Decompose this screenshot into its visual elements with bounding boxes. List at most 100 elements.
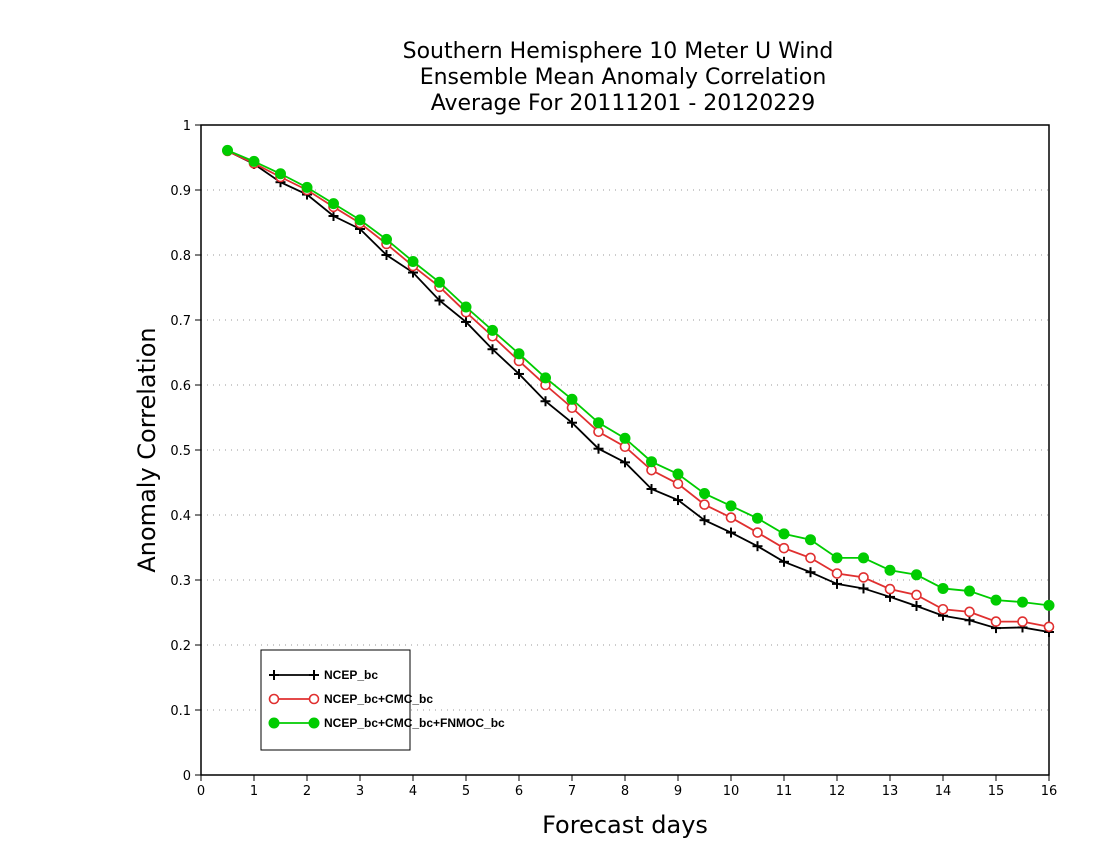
data-point bbox=[911, 569, 922, 581]
data-point bbox=[752, 527, 763, 538]
data-point bbox=[779, 556, 789, 567]
data-point bbox=[381, 250, 392, 260]
data-point bbox=[540, 372, 551, 384]
data-point bbox=[884, 564, 896, 576]
data-point bbox=[805, 552, 816, 564]
data-point bbox=[646, 484, 657, 494]
data-point bbox=[513, 348, 525, 360]
data-point bbox=[328, 198, 339, 210]
x-tick-label: 4 bbox=[409, 784, 417, 799]
y-tick-label: 0.6 bbox=[170, 379, 191, 394]
data-point bbox=[964, 585, 975, 597]
data-point bbox=[964, 606, 975, 618]
data-point bbox=[275, 168, 286, 180]
data-point bbox=[937, 582, 949, 594]
y-tick-label: 0.5 bbox=[170, 444, 191, 459]
data-point bbox=[858, 583, 869, 594]
series-0 bbox=[222, 146, 1054, 637]
data-point bbox=[434, 295, 445, 306]
data-point bbox=[1017, 596, 1028, 608]
x-axis-label: Forecast days bbox=[542, 811, 708, 839]
data-point bbox=[699, 515, 710, 526]
data-point bbox=[858, 552, 869, 564]
data-point bbox=[593, 417, 604, 429]
series-line bbox=[227, 150, 1050, 633]
y-tick-label: 0.4 bbox=[170, 509, 191, 524]
legend-entry: NCEP_bc bbox=[269, 668, 378, 682]
legend-label: NCEP_bc bbox=[324, 668, 378, 682]
data-point bbox=[752, 541, 763, 552]
data-point bbox=[460, 301, 472, 313]
x-tick-label: 2 bbox=[303, 784, 311, 799]
data-point bbox=[725, 500, 737, 512]
data-point bbox=[1043, 621, 1055, 633]
data-point bbox=[434, 276, 445, 288]
data-point bbox=[672, 478, 684, 490]
data-point bbox=[831, 568, 843, 579]
legend-box bbox=[260, 649, 411, 751]
legend-marker bbox=[308, 693, 320, 705]
x-tick-label: 13 bbox=[882, 784, 899, 799]
data-point bbox=[593, 426, 604, 438]
data-point bbox=[990, 616, 1002, 627]
x-tick-label: 11 bbox=[776, 784, 793, 799]
data-point bbox=[566, 393, 578, 405]
x-tick-label: 5 bbox=[462, 784, 470, 799]
y-tick-label: 0.7 bbox=[170, 314, 191, 329]
legend-marker bbox=[308, 717, 320, 729]
data-point bbox=[673, 495, 683, 506]
series-line bbox=[227, 150, 1050, 628]
data-point bbox=[354, 214, 366, 226]
data-point bbox=[1017, 616, 1028, 627]
data-point bbox=[222, 144, 233, 156]
legend-marker bbox=[309, 670, 319, 680]
data-point bbox=[248, 155, 260, 167]
series-1 bbox=[222, 145, 1055, 633]
data-point bbox=[699, 488, 710, 500]
data-point bbox=[831, 552, 843, 564]
y-tick-label: 1 bbox=[183, 119, 191, 134]
data-point bbox=[619, 432, 631, 444]
x-tick-label: 1 bbox=[250, 784, 258, 799]
x-tick-label: 14 bbox=[935, 784, 952, 799]
data-point bbox=[620, 457, 630, 468]
legend-entry: NCEP_bc+CMC_bc+FNMOC_bc bbox=[268, 716, 505, 730]
data-point bbox=[937, 603, 949, 615]
data-point bbox=[778, 542, 790, 554]
legend-marker bbox=[269, 670, 279, 680]
data-point bbox=[699, 499, 710, 510]
legend: NCEP_bc NCEP_bc+CMC_bc NCEP_bc+CMC_bc+FNMO… bbox=[260, 649, 505, 751]
x-tick-label: 8 bbox=[621, 784, 629, 799]
x-tick-label: 0 bbox=[197, 784, 205, 799]
y-tick-label: 0.1 bbox=[170, 704, 191, 719]
x-tick-label: 12 bbox=[829, 784, 846, 799]
series-2 bbox=[222, 144, 1055, 611]
data-point bbox=[567, 417, 577, 428]
legend-label: NCEP_bc+CMC_bc bbox=[324, 692, 433, 706]
data-point bbox=[858, 572, 869, 583]
data-point bbox=[990, 594, 1002, 606]
data-point bbox=[540, 396, 551, 407]
series-layer bbox=[222, 144, 1055, 637]
x-axis: 0 1 2 3 4 5 6 7 8 9 10 11 12 13 14 15 16 bbox=[197, 775, 1057, 799]
data-point bbox=[805, 534, 816, 546]
data-point bbox=[381, 233, 392, 245]
data-point bbox=[778, 528, 790, 540]
data-point bbox=[672, 468, 684, 480]
data-point bbox=[407, 256, 419, 267]
data-point bbox=[752, 512, 763, 524]
data-point bbox=[805, 567, 816, 578]
data-point bbox=[725, 512, 737, 523]
data-point bbox=[911, 589, 922, 601]
chart-title-line-3: Average For 20111201 - 20120229 bbox=[431, 91, 816, 116]
legend-entry: NCEP_bc+CMC_bc bbox=[268, 692, 433, 706]
y-tick-label: 0.9 bbox=[170, 184, 191, 199]
chart-title-line-1: Southern Hemisphere 10 Meter U Wind bbox=[403, 39, 834, 64]
data-point bbox=[832, 578, 842, 589]
chart-title: Southern Hemisphere 10 Meter U Wind Ense… bbox=[403, 39, 834, 116]
series-line bbox=[227, 149, 1050, 607]
data-point bbox=[1043, 599, 1055, 611]
y-tick-label: 0.8 bbox=[170, 249, 191, 264]
data-point bbox=[301, 181, 313, 193]
data-point bbox=[461, 316, 471, 327]
